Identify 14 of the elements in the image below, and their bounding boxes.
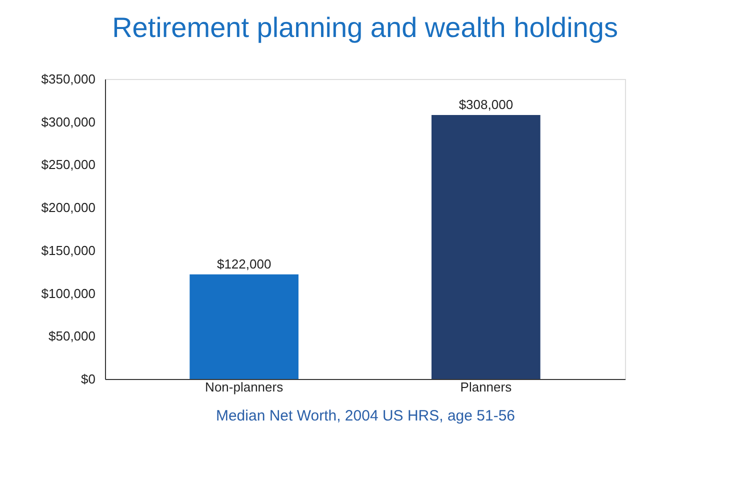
x-tick-label: Non-planners (205, 380, 284, 394)
y-tick-label: $250,000 (41, 157, 96, 172)
y-tick-label: $150,000 (41, 242, 96, 258)
y-tick-label: $300,000 (41, 114, 96, 130)
y-tick-label: $200,000 (41, 200, 96, 216)
y-tick-label: $100,000 (41, 286, 96, 301)
y-tick-label: $50,000 (48, 328, 96, 344)
chart-title: Retirement planning and wealth holdings (112, 12, 618, 43)
data-label: $122,000 (216, 256, 272, 272)
y-tick-label: $0 (81, 372, 96, 386)
data-label: $308,000 (458, 97, 514, 112)
x-tick-label: Planners (460, 380, 512, 394)
y-tick-label: $350,000 (41, 72, 96, 86)
x-axis-title: Median Net Worth, 2004 US HRS, age 51-56 (216, 408, 516, 424)
